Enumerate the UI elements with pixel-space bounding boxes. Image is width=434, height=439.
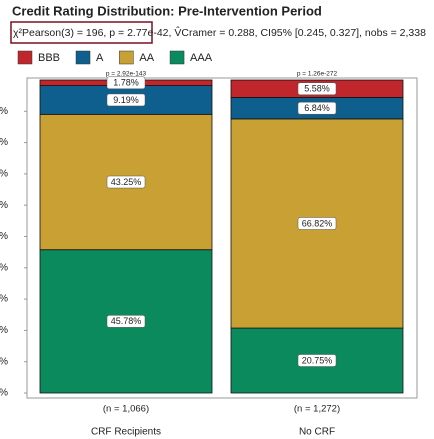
- n-label: (n = 1,066): [103, 404, 149, 415]
- legend-label: AA: [139, 52, 154, 64]
- legend-label: AAA: [190, 52, 213, 64]
- y-tick-label: %: [0, 294, 8, 305]
- panel: [26, 77, 418, 399]
- value-label: 6.84%: [304, 103, 330, 113]
- value-label: 45.78%: [111, 316, 142, 326]
- value-label-box: [297, 82, 337, 96]
- n-label: (n = 1,272): [294, 404, 340, 415]
- y-tick-label: %: [0, 325, 8, 336]
- y-tick-label: %: [0, 200, 8, 211]
- value-label-box: [106, 93, 146, 107]
- value-label-box: [297, 354, 337, 367]
- value-label-box: [106, 315, 146, 328]
- value-label: 43.25%: [111, 177, 142, 187]
- chart-title: Credit Rating Distribution: Pre-Interven…: [12, 3, 322, 18]
- legend-swatch: [119, 50, 134, 65]
- legend-swatch: [75, 50, 91, 65]
- y-tick-label: %: [0, 262, 8, 273]
- legend-swatch: [17, 50, 33, 65]
- p-label: p = 2.92e-143: [106, 71, 147, 78]
- y-tick-label: %: [0, 388, 8, 399]
- y-tick-label: %: [0, 231, 8, 242]
- value-label-box: [297, 217, 337, 230]
- x-tick-label: No CRF: [299, 427, 335, 438]
- y-tick-label: %: [0, 356, 8, 367]
- highlight-box: [10, 21, 153, 44]
- y-tick-label: %: [0, 106, 8, 117]
- x-tick-label: CRF Recipients: [91, 427, 161, 438]
- y-tick-label: %: [0, 137, 8, 148]
- value-label: 5.58%: [304, 84, 330, 94]
- legend-swatch: [169, 50, 185, 65]
- value-label: 9.19%: [113, 95, 139, 105]
- y-tick-label: %: [0, 169, 8, 180]
- value-label: 1.78%: [113, 78, 139, 88]
- subtitle: χ²Pearson(3) = 196, p = 2.77e-42, V̂Cram…: [13, 25, 426, 39]
- legend-label: BBB: [38, 52, 60, 64]
- value-label-box: [106, 175, 146, 189]
- value-label-box: [297, 101, 337, 115]
- legend-label: A: [96, 52, 104, 64]
- value-label: 66.82%: [302, 218, 333, 228]
- value-label-box: [106, 76, 146, 90]
- value-label: 20.75%: [302, 355, 333, 365]
- p-label: p = 1.26e-272: [297, 71, 338, 78]
